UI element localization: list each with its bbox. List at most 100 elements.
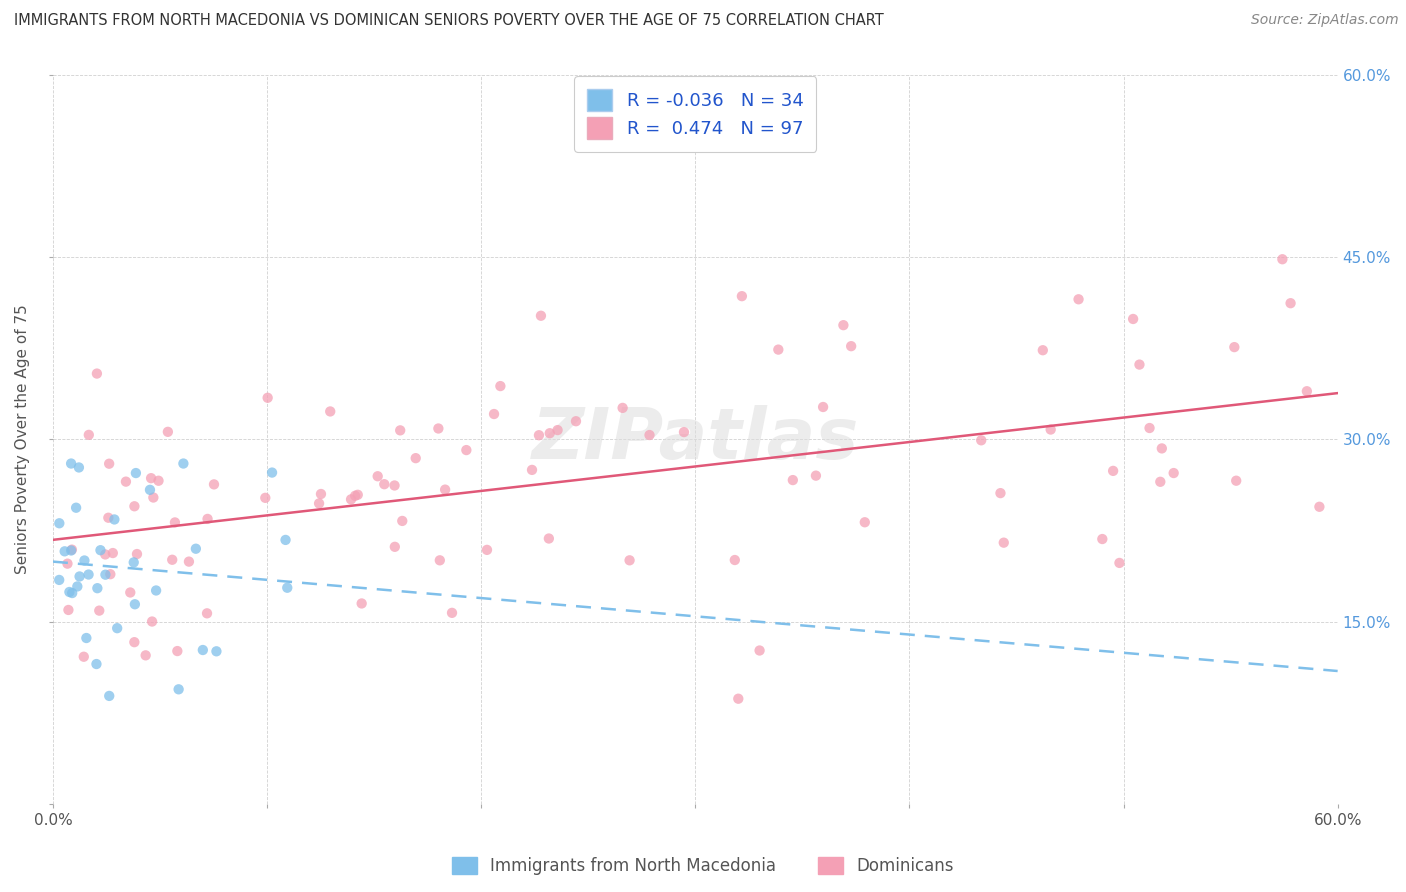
Point <box>86 581 108 595</box>
Point <box>58 603 80 617</box>
Point <box>142 491 165 505</box>
Point <box>86 657 108 671</box>
Point <box>340 492 363 507</box>
Point <box>139 471 162 485</box>
Text: Source: ZipAtlas.com: Source: ZipAtlas.com <box>1251 13 1399 28</box>
Point <box>309 487 332 501</box>
Point <box>530 309 553 323</box>
Point <box>1108 556 1130 570</box>
Point <box>89 543 111 558</box>
Point <box>141 615 163 629</box>
Point <box>191 643 214 657</box>
Point <box>489 379 512 393</box>
Point <box>197 512 219 526</box>
Point <box>276 581 298 595</box>
Point <box>73 649 96 664</box>
Point <box>148 474 170 488</box>
Point <box>427 421 450 435</box>
Point <box>547 423 569 437</box>
Point <box>98 689 121 703</box>
Point <box>103 512 125 526</box>
Point <box>139 483 162 497</box>
Point <box>125 466 148 480</box>
Point <box>970 434 993 448</box>
Point <box>145 583 167 598</box>
Point <box>853 515 876 529</box>
Point <box>1102 464 1125 478</box>
Point <box>48 573 70 587</box>
Point <box>993 535 1015 549</box>
Point <box>538 426 561 441</box>
Point <box>166 644 188 658</box>
Point <box>156 425 179 439</box>
Point <box>1271 252 1294 267</box>
Point <box>274 533 297 547</box>
Point <box>60 543 83 558</box>
Point <box>456 443 478 458</box>
Point <box>384 478 406 492</box>
Point <box>77 567 100 582</box>
Point <box>86 367 108 381</box>
Point <box>768 343 790 357</box>
Point <box>115 475 138 489</box>
Point <box>527 428 550 442</box>
Point <box>160 553 183 567</box>
Point <box>124 500 146 514</box>
Point <box>98 567 121 582</box>
Point <box>1091 532 1114 546</box>
Point <box>77 428 100 442</box>
Point <box>260 466 283 480</box>
Point <box>1308 500 1330 514</box>
Point <box>475 542 498 557</box>
Point <box>1223 340 1246 354</box>
Point <box>405 451 427 466</box>
Point <box>619 553 641 567</box>
Point <box>66 579 89 593</box>
Text: ZIPatlas: ZIPatlas <box>531 405 859 474</box>
Point <box>69 569 91 583</box>
Point <box>67 460 90 475</box>
Point <box>101 546 124 560</box>
Point <box>748 643 770 657</box>
Point <box>58 585 80 599</box>
Point <box>89 604 111 618</box>
Point <box>167 682 190 697</box>
Point <box>1032 343 1054 358</box>
Point <box>782 473 804 487</box>
Point <box>60 457 83 471</box>
Point <box>1295 384 1317 399</box>
Point <box>565 414 588 428</box>
Point <box>434 483 457 497</box>
Point <box>202 477 225 491</box>
Y-axis label: Seniors Poverty Over the Age of 75: Seniors Poverty Over the Age of 75 <box>15 304 30 574</box>
Point <box>367 469 389 483</box>
Point <box>65 500 87 515</box>
Point <box>350 597 373 611</box>
Point <box>60 586 83 600</box>
Point <box>391 514 413 528</box>
Point <box>53 544 76 558</box>
Point <box>56 557 79 571</box>
Point <box>319 404 342 418</box>
Point <box>73 553 96 567</box>
Point <box>1128 358 1150 372</box>
Point <box>724 553 747 567</box>
Point <box>124 635 146 649</box>
Point <box>1225 474 1247 488</box>
Point <box>48 516 70 531</box>
Point <box>184 541 207 556</box>
Point <box>1139 421 1161 435</box>
Point <box>344 489 367 503</box>
Point <box>94 548 117 562</box>
Point <box>205 644 228 658</box>
Point <box>612 401 634 415</box>
Point <box>1039 423 1062 437</box>
Point <box>120 585 142 599</box>
Legend: Immigrants from North Macedonia, Dominicans: Immigrants from North Macedonia, Dominic… <box>444 849 962 884</box>
Point <box>990 486 1012 500</box>
Point <box>75 631 97 645</box>
Point <box>440 606 463 620</box>
Point <box>520 463 543 477</box>
Point <box>256 391 278 405</box>
Point <box>124 597 146 611</box>
